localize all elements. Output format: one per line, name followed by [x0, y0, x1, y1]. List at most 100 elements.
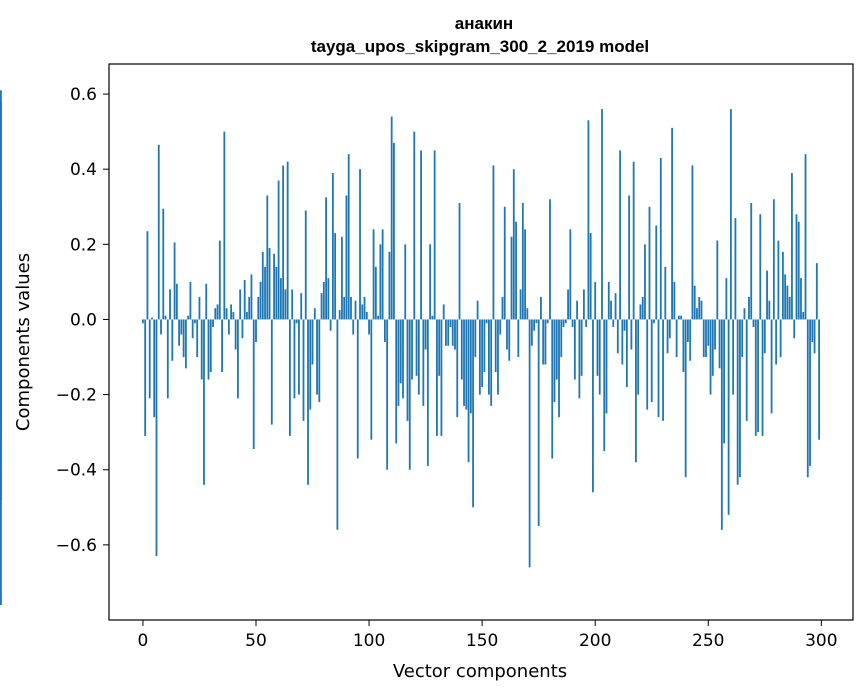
bar-component-37	[225, 308, 228, 320]
bar-component-133	[442, 304, 445, 320]
bar-component-55	[266, 195, 269, 320]
bar-component-112	[395, 319, 398, 444]
bar-component-261	[732, 319, 735, 395]
bar-component-218	[635, 319, 637, 463]
bar-component-192	[576, 300, 579, 320]
bar-component-173	[533, 319, 536, 331]
bar-component-158	[499, 319, 502, 335]
bar-component-68	[295, 319, 298, 324]
chart-title: анакин	[455, 14, 513, 33]
bar-component-114	[399, 319, 402, 384]
bar-component-4	[151, 317, 153, 320]
bar-component-155	[492, 165, 495, 320]
bar-component-157	[497, 319, 499, 395]
bar-component-28	[205, 283, 208, 320]
bar-component-141	[460, 319, 463, 380]
bar-component-265	[741, 319, 744, 358]
bar-component-256	[720, 319, 723, 530]
bar-component-17	[180, 319, 183, 335]
bar-component-46	[246, 311, 248, 320]
bar-component-193	[578, 319, 581, 399]
bar-component-149	[478, 319, 481, 395]
bar-component-87	[338, 310, 341, 320]
bar-component-3	[148, 319, 151, 399]
bar-component-91	[347, 154, 350, 320]
bar-component-16	[178, 319, 181, 346]
bar-component-216	[630, 319, 633, 350]
bar-component-208	[612, 319, 615, 327]
bar-component-81	[325, 197, 327, 320]
bar-component-294	[806, 319, 809, 478]
bar-component-298	[815, 263, 818, 320]
bar-component-191	[573, 319, 576, 380]
bar-component-162	[508, 319, 511, 361]
x-tick-label: 200	[579, 631, 611, 651]
bar-component-89	[343, 296, 346, 320]
bar-component-90	[345, 195, 348, 320]
bar-component-139	[456, 319, 459, 418]
bar-component-253	[714, 319, 716, 350]
bar-component-93	[352, 319, 355, 335]
bar-component-62	[282, 165, 285, 320]
bar-component-226	[653, 319, 655, 324]
bar-component-undefined	[0, 319, 2, 376]
bar-component-117	[406, 319, 409, 421]
bar-component-94	[354, 300, 357, 320]
bar-component-58	[273, 253, 275, 320]
bar-component-169	[524, 229, 526, 320]
bar-component-80	[322, 281, 325, 320]
bar-component-38	[227, 319, 230, 335]
bar-component-233	[668, 319, 671, 339]
bar-component-180	[549, 199, 551, 320]
bar-component-245	[696, 308, 698, 320]
bar-component-47	[248, 296, 251, 320]
bar-component-166	[517, 319, 520, 358]
bar-component-85	[334, 233, 337, 320]
bar-component-88	[341, 236, 343, 320]
bar-component-210	[616, 319, 619, 354]
bar-component-283	[781, 251, 784, 320]
bar-component-26	[200, 319, 203, 380]
bar-component-78	[318, 319, 321, 403]
bar-component-146	[472, 319, 474, 508]
bar-component-52	[259, 281, 262, 320]
bar-component-185	[560, 319, 563, 358]
bar-component-48	[250, 274, 253, 320]
bar-component-41	[234, 319, 237, 350]
bar-component-247	[700, 300, 703, 320]
bar-component-24	[196, 319, 199, 358]
bar-component-95	[356, 319, 359, 459]
bar-component-65	[289, 319, 291, 436]
bar-component-258	[725, 278, 728, 320]
bar-component-31	[212, 319, 214, 327]
bar-component-236	[675, 319, 678, 358]
bar-component-82	[327, 278, 330, 320]
bar-component-75	[311, 319, 314, 365]
bar-component-115	[402, 319, 404, 399]
bar-component-101	[370, 319, 373, 440]
x-axis-label: Vector components	[393, 661, 567, 682]
bar-component-275	[763, 319, 766, 354]
bar-component-129	[433, 150, 436, 320]
bar-component-194	[580, 319, 583, 376]
bar-component-174	[535, 319, 538, 324]
bar-component-51	[257, 296, 260, 320]
bar-component-119	[411, 319, 413, 380]
bar-component-36	[223, 131, 226, 320]
bar-component-120	[413, 131, 416, 320]
bar-component-27	[203, 319, 205, 485]
y-tick-label: 0.2	[70, 235, 97, 255]
bar-component-243	[691, 165, 694, 320]
bar-component-57	[270, 319, 273, 425]
bar-component-188	[567, 289, 569, 320]
bar-component-20	[187, 315, 190, 320]
bar-component-172	[530, 319, 533, 346]
bar-component-198	[589, 233, 592, 320]
bar-component-150	[481, 319, 484, 388]
bar-component-296	[811, 319, 814, 342]
bar-component-97	[361, 304, 364, 320]
y-tick-label: −0.6	[56, 536, 97, 556]
bar-component-100	[368, 319, 370, 335]
bar-component-219	[637, 319, 640, 395]
bar-component-248	[702, 319, 705, 358]
